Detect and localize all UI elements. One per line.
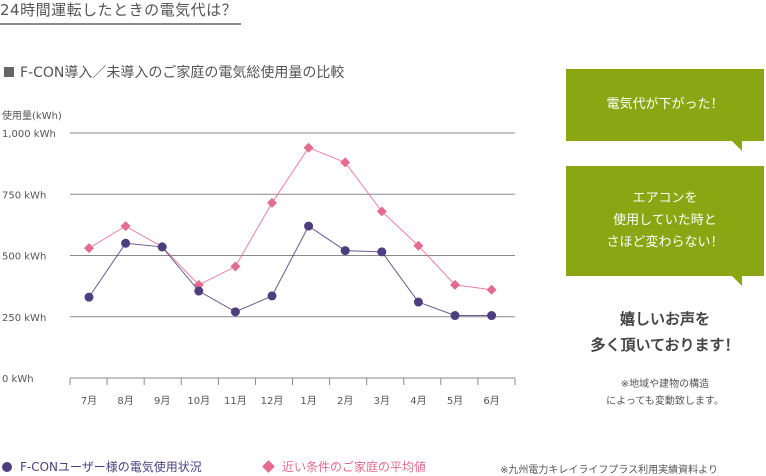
series-2-point [486,284,497,295]
series-1-point [157,242,167,252]
chart-subheading-text: F-CON導入／未導入のご家庭の電気総使用量の比較 [20,65,345,81]
series-2-point [450,279,460,290]
x-tick-label: 11月 [224,395,247,407]
speech-bubble-comparison: エアコンを 使用していた時と さほど変わらない！ [566,166,764,286]
x-tick-label: 7月 [81,395,97,407]
series-2-point [267,197,277,208]
x-tick-label: 12月 [261,395,284,407]
series-1-point [413,297,423,307]
series-line-2 [88,147,492,291]
series-1-point [121,238,131,248]
y-tick-label: 500 kWh [2,252,46,263]
series-2-point [120,221,131,232]
x-tick-label: 2月 [337,395,353,407]
series-1-point [377,247,387,257]
speech-bubble-comparison-text: エアコンを 使用していた時と さほど変わらない！ [606,191,724,250]
y-tick-label: 0 kWh [2,374,34,385]
series-2-point [230,261,241,272]
series-1-point [450,311,460,321]
source-note: ※九州電力キレイライフプラス利用実績資料より [500,465,718,476]
x-tick-label: 1月 [300,395,316,407]
speech-bubble-savings-text: 電気代が下がった！ [606,97,724,112]
x-tick-label: 3月 [374,395,390,407]
y-tick-label: 750 kWh [2,190,46,201]
legend-item-fcon-user: F-CONユーザー様の電気使用状況 [2,460,202,474]
x-tick-label: 9月 [154,395,170,407]
series-line-1 [88,225,492,317]
diamond-marker-icon [262,460,275,473]
legend-label-fcon-user: F-CONユーザー様の電気使用状況 [20,460,202,474]
series-1-point [304,221,314,231]
y-axis-label: 使用量(kWh) [2,109,62,122]
chart-subheading: F-CON導入／未導入のご家庭の電気総使用量の比較 [4,64,344,82]
series-1-point [340,246,350,256]
legend-label-average: 近い条件のご家庭の平均値 [282,460,427,474]
series-2-point [84,243,94,254]
y-tick-label: 1,000 kWh [2,129,56,140]
x-tick-label: 10月 [187,395,210,407]
series-2-point [376,206,387,217]
series-1-point [84,292,94,302]
series-1-point [267,291,277,301]
legend-item-average: 近い条件のご家庭の平均値 [262,460,426,474]
square-bullet-icon [4,67,14,77]
y-tick-label: 250 kWh [2,313,46,324]
x-tick-label: 6月 [483,395,499,407]
series-1-point [194,286,204,296]
series-1-point [230,307,240,317]
disclaimer-note: ※地域や建物の構造 によっても変動致します。 [606,379,724,407]
series-2-point [340,157,351,168]
x-tick-label: 4月 [410,395,426,407]
testimonial-text: 嬉しいお声を 多く頂いております！ [590,310,740,354]
series-2-point [303,142,314,153]
page-heading: 24時間運転したときの電気代は？ [0,0,242,25]
x-tick-label: 5月 [447,395,463,407]
series-1-point [487,311,497,321]
x-tick-label: 8月 [117,395,133,407]
circle-marker-icon [2,462,12,472]
series-2-point [413,240,424,251]
speech-bubble-savings: 電気代が下がった！ [566,69,764,151]
